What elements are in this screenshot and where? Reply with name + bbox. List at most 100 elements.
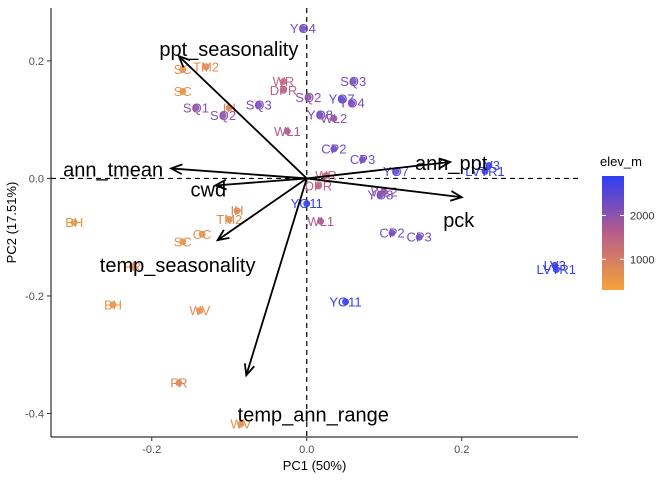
legend-colorbar xyxy=(602,176,624,290)
point-38: BH xyxy=(104,297,122,312)
x-tick-label: 0.0 xyxy=(299,444,314,456)
point-8: SQ3 xyxy=(246,97,272,112)
loading-ann-ppt: ann_ppt xyxy=(306,153,488,180)
loading-pck: pck xyxy=(306,177,475,232)
point-label: SC xyxy=(174,234,192,249)
point-label: BH xyxy=(104,297,122,312)
loading-arrow-head xyxy=(177,54,191,68)
point-marker xyxy=(314,182,322,190)
point-1: TM2 xyxy=(193,59,219,74)
loading-cwd: cwd xyxy=(191,177,307,201)
loading-label: temp_seasonality xyxy=(100,255,256,277)
y-tick-label: 0.2 xyxy=(29,56,44,68)
point-label: CP2 xyxy=(321,142,346,157)
loading-arrow-head xyxy=(213,178,227,191)
point-20: LVTR1 xyxy=(465,164,505,179)
point-label: YO7 xyxy=(329,92,355,107)
point-label: SQ3 xyxy=(340,74,366,89)
point-marker xyxy=(225,216,233,224)
x-tick-label: 0.2 xyxy=(454,444,469,456)
point-marker xyxy=(359,156,367,164)
loading-temp-ann-range: temp_ann_range xyxy=(238,178,389,426)
loading-ppt-seasonality: ppt_seasonality xyxy=(159,39,308,180)
point-label: TM2 xyxy=(216,212,242,227)
point-label: SQ2 xyxy=(295,90,321,105)
point-30: WL1 xyxy=(307,214,334,229)
point-label: IH xyxy=(223,100,236,115)
point-label: WL2 xyxy=(321,111,348,126)
point-marker xyxy=(128,263,136,271)
point-marker xyxy=(196,307,204,315)
loading-temp-seasonality: temp_seasonality xyxy=(100,177,308,277)
loading-label: ann_ppt xyxy=(415,153,488,175)
y-tick-label: -0.4 xyxy=(25,408,44,420)
point-11: YO7 xyxy=(329,92,355,107)
color-legend: elev_m 1000 2000 xyxy=(600,154,654,290)
point-label: FR xyxy=(170,375,187,390)
point-marker xyxy=(330,145,338,153)
point-label: IH xyxy=(231,203,244,218)
point-14: YO8 xyxy=(307,107,333,122)
point-16: WL1 xyxy=(274,124,301,139)
point-label: DPR xyxy=(270,83,297,98)
point-label: LVTR1 xyxy=(537,262,577,277)
point-label: WL1 xyxy=(307,214,334,229)
loading-label: ann_tmean xyxy=(63,159,163,181)
point-4: WR xyxy=(273,74,295,89)
axes-layer: -0.2 0.0 0.2 -0.4 -0.2 0.0 0.2 xyxy=(25,8,578,456)
point-marker xyxy=(316,111,324,119)
point-29: TM2 xyxy=(216,212,242,227)
point-marker xyxy=(349,77,357,85)
point-label: SC xyxy=(174,62,192,77)
point-marker xyxy=(179,66,187,74)
point-label: FR xyxy=(124,259,141,274)
point-label: CP2 xyxy=(379,226,404,241)
loading-arrow-head xyxy=(168,163,183,175)
point-marker xyxy=(202,63,210,71)
point-19: YO7 xyxy=(383,164,409,179)
point-label: YO8 xyxy=(307,107,333,122)
point-label: BH xyxy=(65,215,83,230)
loading-arrow-head xyxy=(450,190,464,202)
point-marker xyxy=(303,200,311,208)
point-marker xyxy=(330,114,338,122)
point-label: YO4 xyxy=(290,21,316,36)
point-label: WV xyxy=(189,303,210,318)
point-label: SQ3 xyxy=(246,97,272,112)
loading-label: temp_ann_range xyxy=(238,404,389,426)
point-marker xyxy=(348,99,356,107)
point-label: CP3 xyxy=(406,230,431,245)
point-37: LVTR1 xyxy=(537,262,577,277)
point-label: WR xyxy=(273,74,295,89)
point-2: SC xyxy=(174,62,192,77)
point-marker xyxy=(388,229,396,237)
point-5: SQ3 xyxy=(340,74,366,89)
point-21: LV3 xyxy=(478,158,500,173)
point-39: WV xyxy=(189,303,210,318)
point-marker xyxy=(280,86,287,94)
y-tick-label: -0.2 xyxy=(25,291,44,303)
loading-arrow-head xyxy=(243,363,255,378)
point-18: CP3 xyxy=(350,152,375,167)
point-23: DPR xyxy=(305,179,332,194)
point-marker xyxy=(299,25,307,33)
point-marker xyxy=(392,167,400,175)
point-label: LV3 xyxy=(544,258,566,273)
point-3: SC xyxy=(174,84,192,99)
point-marker xyxy=(179,87,187,95)
y-tick-label: 0.0 xyxy=(29,173,44,185)
loading-label: cwd xyxy=(191,179,227,201)
point-label: SC xyxy=(174,84,192,99)
loading-arrow-shaft xyxy=(217,177,308,241)
loading-label: ppt_seasonality xyxy=(159,39,298,61)
point-label: YO11 xyxy=(291,196,323,211)
point-label: TM2 xyxy=(193,59,219,74)
point-35: FR xyxy=(124,259,141,274)
point-marker xyxy=(233,207,241,215)
point-0: YO4 xyxy=(290,21,316,36)
point-36: LV3 xyxy=(544,258,566,273)
loading-ann-tmean: ann_tmean xyxy=(63,159,307,181)
point-40: YO11 xyxy=(329,294,361,309)
loading-label: pck xyxy=(443,210,475,232)
